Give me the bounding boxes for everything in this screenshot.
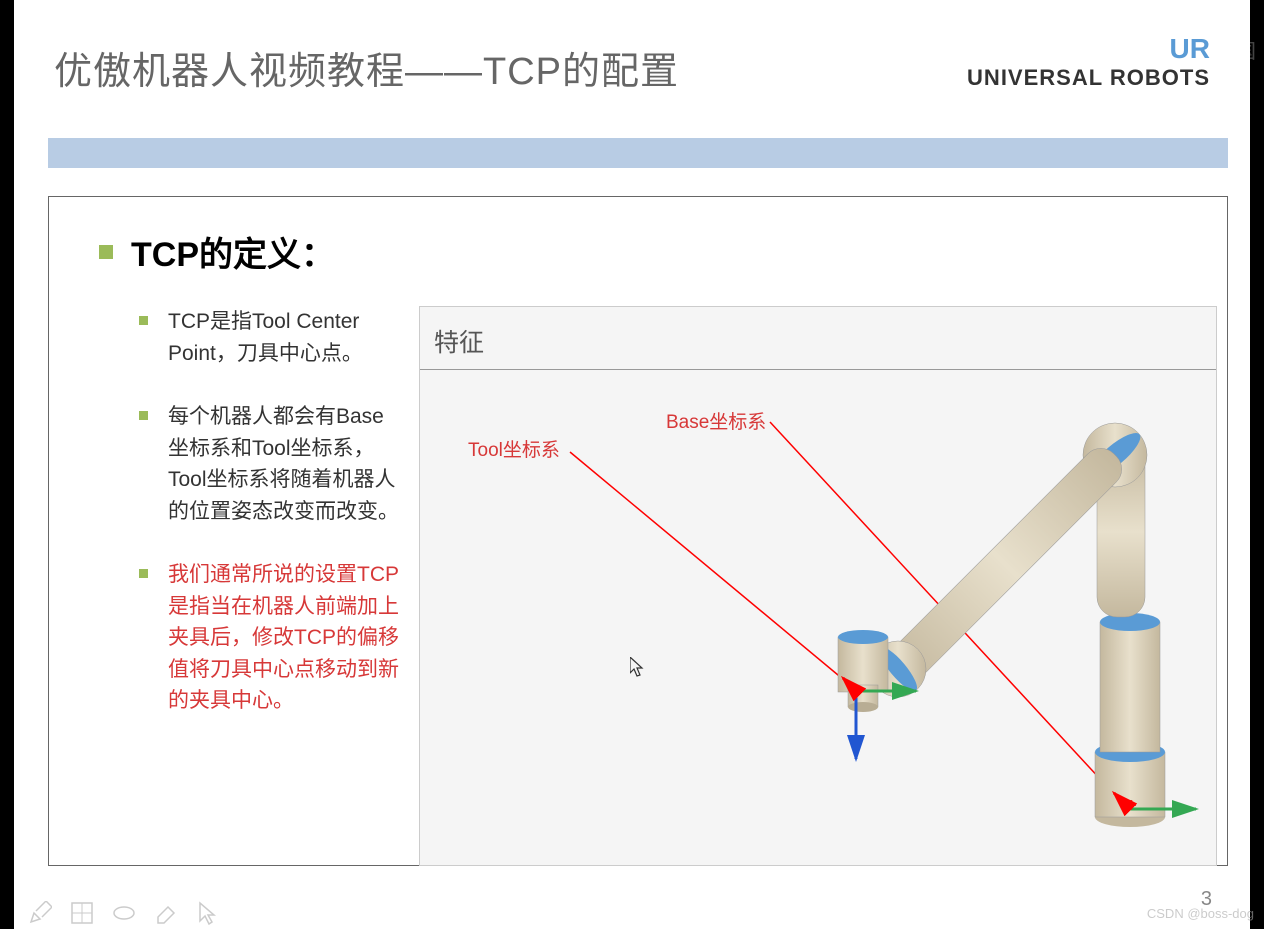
highlighter-icon[interactable] <box>70 901 94 925</box>
robot-arm <box>838 423 1165 827</box>
bullet-text: 每个机器人都会有Base坐标系和Tool坐标系，Tool坐标系将随着机器人的位置… <box>168 401 399 527</box>
ellipse-icon[interactable] <box>112 901 136 925</box>
section-title-row: TCP的定义： <box>49 197 1227 276</box>
slide-container: 优傲机器人视频教程——TCP的配置 UR UNIVERSAL ROBOTS TC… <box>14 0 1250 929</box>
tool-annotation-line <box>570 452 850 685</box>
robot-diagram-svg: + <box>420 307 1218 867</box>
presenter-toolbar <box>28 901 220 925</box>
watermark-text: CSDN @boss-dog <box>1147 906 1254 921</box>
pointer-icon[interactable] <box>196 901 220 925</box>
bullet-square-icon <box>139 316 148 325</box>
bullet-text-highlighted: 我们通常所说的设置TCP是指当在机器人前端加上夹具后，修改TCP的偏移值将刀具中… <box>168 559 399 717</box>
bullet-list: TCP是指Tool Center Point，刀具中心点。 每个机器人都会有Ba… <box>49 306 419 866</box>
tool-axes <box>843 678 916 759</box>
content-box: TCP的定义： TCP是指Tool Center Point，刀具中心点。 每个… <box>48 196 1228 866</box>
logo-brand-text: UNIVERSAL ROBOTS <box>967 65 1210 91</box>
diagram-column: 特征 Tool坐标系 Base坐标系 <box>419 306 1227 866</box>
decorative-blue-bar <box>48 138 1228 168</box>
list-item: 每个机器人都会有Base坐标系和Tool坐标系，Tool坐标系将随着机器人的位置… <box>139 401 399 527</box>
svg-text:+: + <box>1126 795 1137 815</box>
bullet-square-icon <box>99 245 113 259</box>
cursor-icon <box>630 657 646 677</box>
bullet-text: TCP是指Tool Center Point，刀具中心点。 <box>168 306 399 369</box>
bullet-square-icon <box>139 411 148 420</box>
body-area: TCP是指Tool Center Point，刀具中心点。 每个机器人都会有Ba… <box>49 276 1227 866</box>
bullet-square-icon <box>139 569 148 578</box>
section-title: TCP的定义： <box>131 227 335 276</box>
list-item: 我们通常所说的设置TCP是指当在机器人前端加上夹具后，修改TCP的偏移值将刀具中… <box>139 559 399 717</box>
logo-area: UR UNIVERSAL ROBOTS <box>967 35 1210 91</box>
logo-ur-mark: UR <box>967 35 1210 63</box>
list-item: TCP是指Tool Center Point，刀具中心点。 <box>139 306 399 369</box>
pen-icon[interactable] <box>28 901 52 925</box>
eraser-icon[interactable] <box>154 901 178 925</box>
diagram-panel: 特征 Tool坐标系 Base坐标系 <box>419 306 1217 866</box>
slide-header: 优傲机器人视频教程——TCP的配置 UR UNIVERSAL ROBOTS <box>14 0 1250 140</box>
